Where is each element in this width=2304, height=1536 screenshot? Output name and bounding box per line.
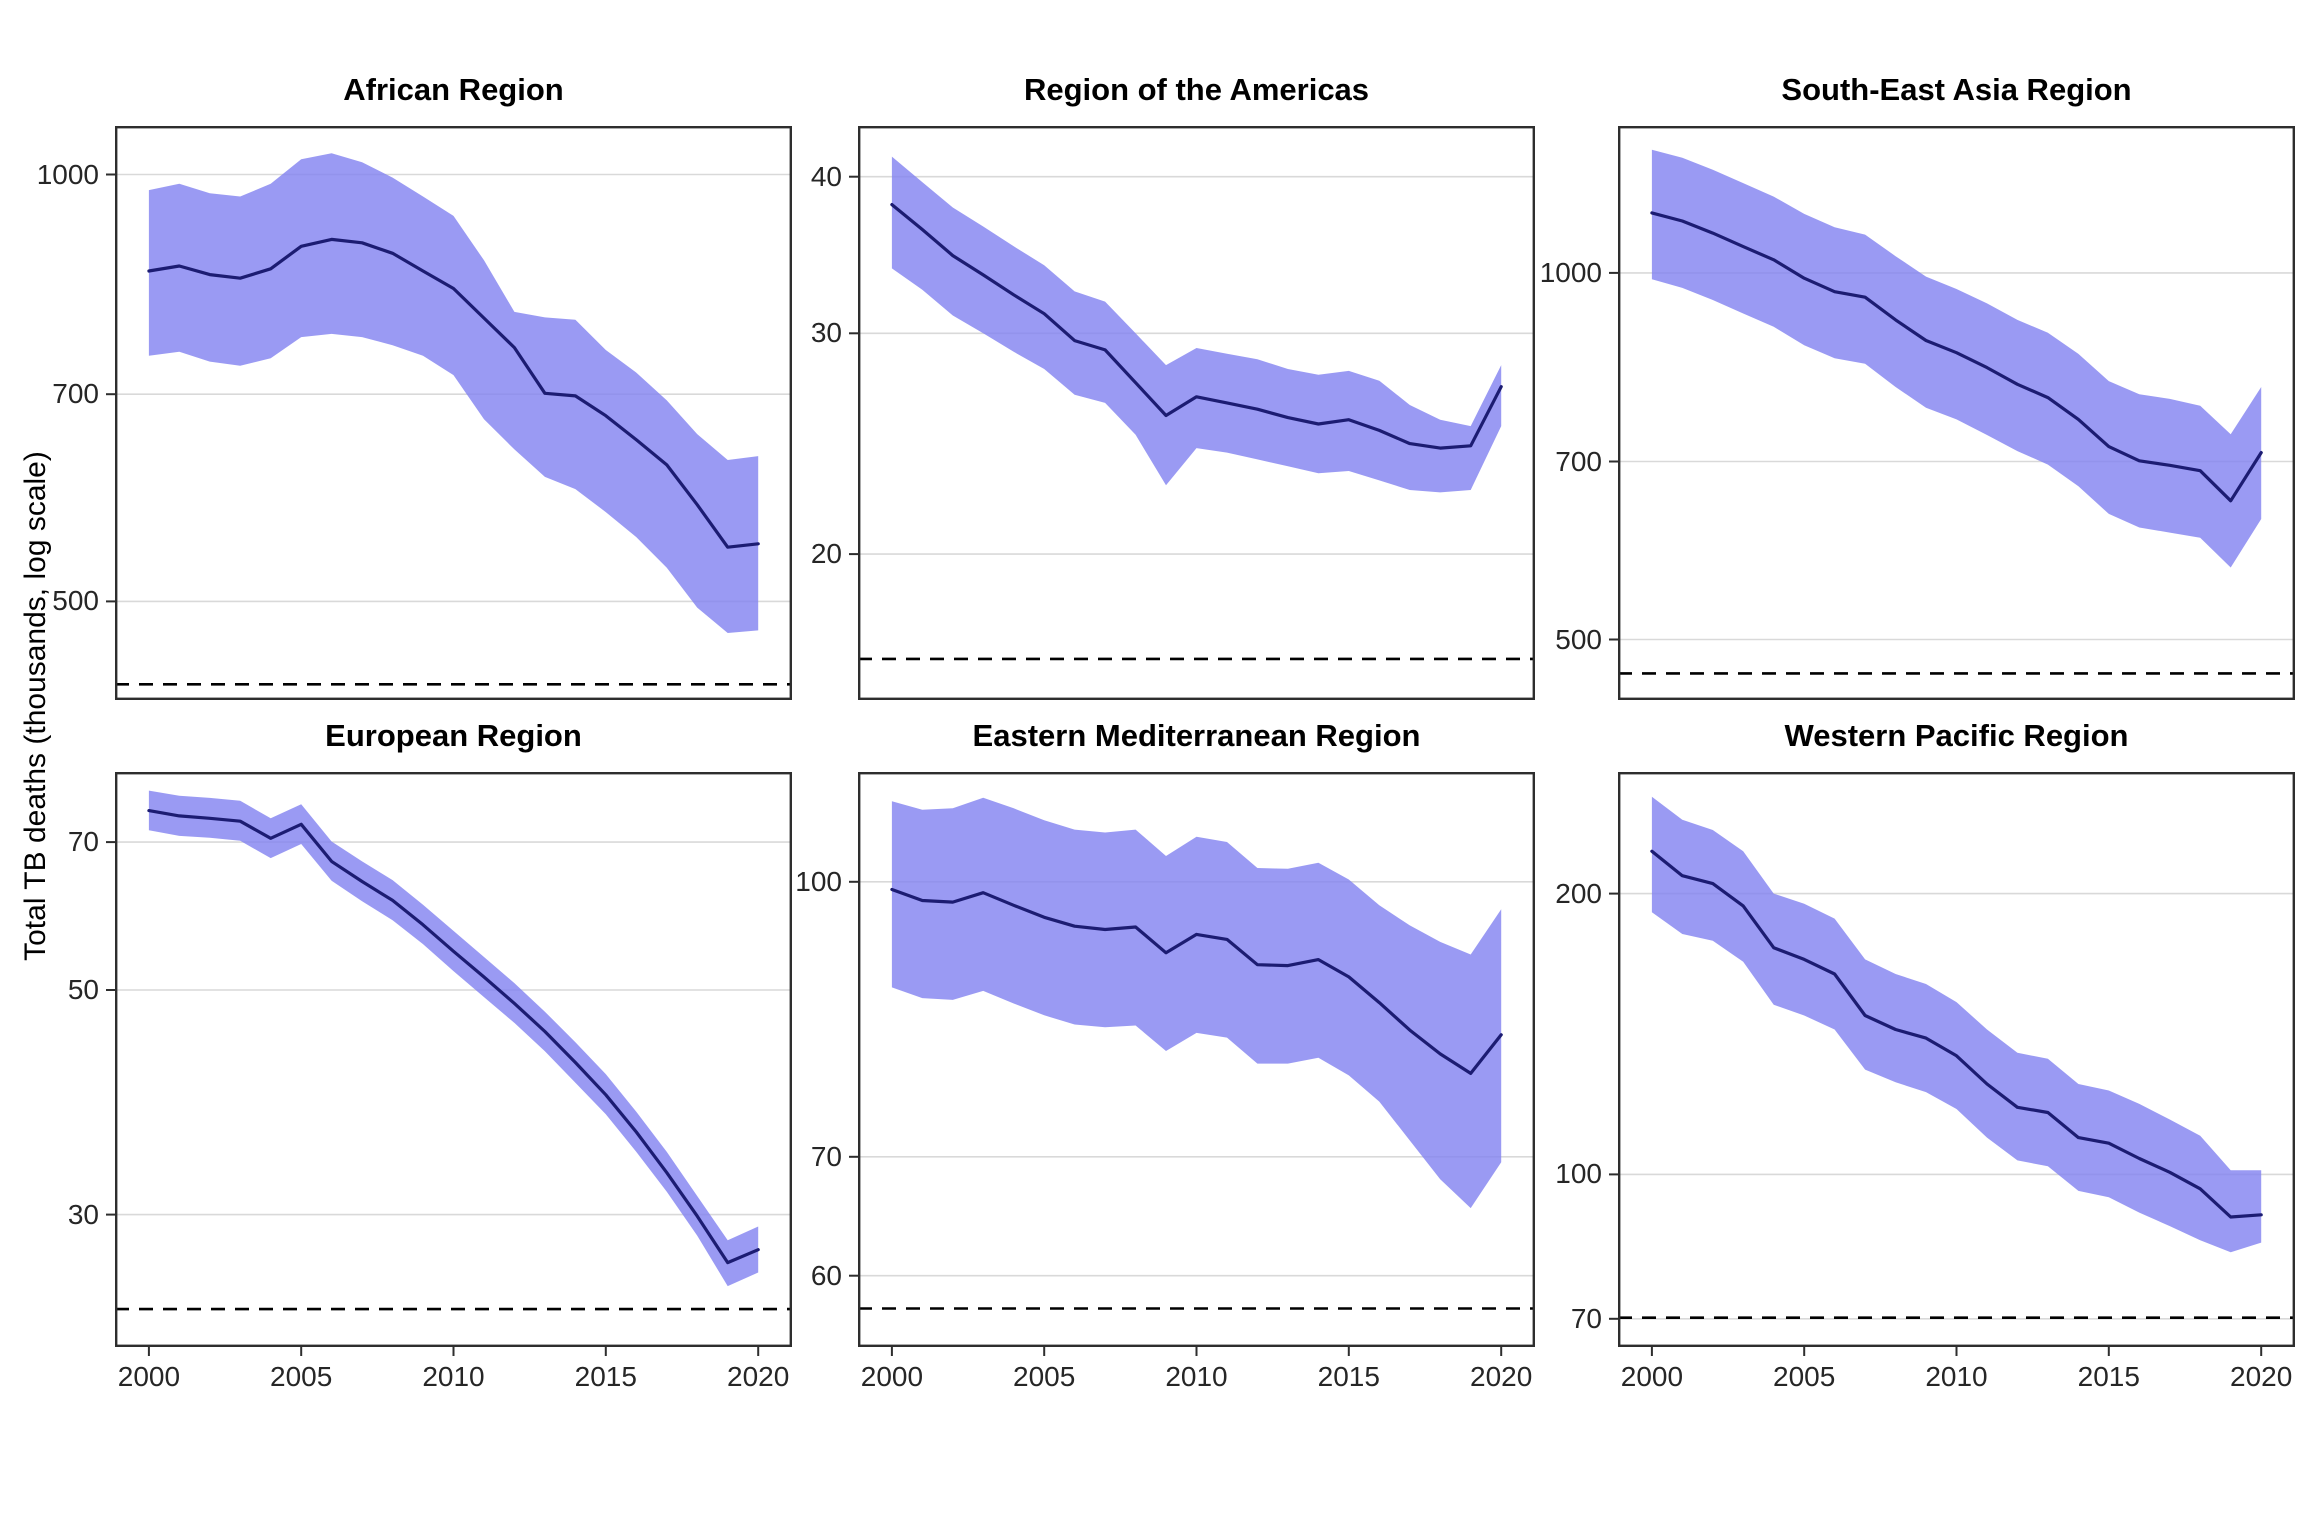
y-tick-label: 50 — [67, 974, 99, 1006]
y-tick-label: 20 — [810, 538, 842, 570]
confidence-ribbon — [1651, 149, 2262, 568]
panel-title: Region of the Americas — [1023, 72, 1370, 107]
panel-title: European Region — [325, 718, 582, 753]
y-tick-label: 70 — [1570, 1302, 1602, 1334]
y-tick-label: 500 — [1555, 623, 1602, 655]
y-tick-label: 70 — [67, 826, 99, 858]
y-tick-label: 500 — [52, 585, 99, 617]
y-tick-label: 30 — [67, 1198, 99, 1230]
panel-border — [115, 772, 792, 1347]
panel-title: African Region — [343, 72, 564, 107]
x-tick-label: 2005 — [270, 1361, 333, 1392]
trend-line — [890, 203, 1503, 450]
y-tick-label: 40 — [810, 160, 842, 192]
trend-line — [890, 887, 1503, 1075]
panel-african-region: African Region 500 700 1000 — [37, 72, 792, 700]
panel-eastern-mediterranean-region: Eastern Mediterranean Region 60 70 100 2000 2… — [795, 718, 1535, 1392]
y-tick-label: 1000 — [1539, 256, 1602, 288]
trend-line — [147, 809, 760, 1265]
x-tick-label: 2000 — [860, 1361, 924, 1392]
x-tick-label: 2020 — [2230, 1361, 2293, 1392]
plot-area — [849, 772, 1535, 1356]
y-tick-label: 700 — [1555, 445, 1602, 477]
y-tick-label: 1000 — [36, 158, 99, 190]
confidence-ribbon — [891, 797, 1502, 1209]
y-tick-label: 100 — [1555, 1158, 1602, 1190]
x-tick-label: 2010 — [1925, 1361, 1988, 1392]
panel-western-pacific-region: Western Pacific Region 70 100 200 2000 2005 20… — [1555, 718, 2295, 1392]
panel-region-of-the-americas: Region of the Americas 20 30 40 — [811, 72, 1535, 700]
x-tick-label: 2000 — [117, 1361, 181, 1392]
y-tick-label: 100 — [795, 865, 842, 897]
trend-line — [1650, 849, 2263, 1219]
trend-line — [1650, 211, 2263, 503]
confidence-ribbon — [1651, 796, 2262, 1253]
x-tick-label: 2020 — [727, 1361, 790, 1392]
panel-border — [115, 126, 792, 700]
plot-area — [1609, 772, 2295, 1356]
x-tick-label: 2010 — [422, 1361, 485, 1392]
trend-line — [147, 237, 760, 549]
plot-area — [1609, 126, 2295, 700]
y-axis-title: Total TB deaths (thousands, log scale) — [19, 451, 52, 961]
x-tick-label: 2020 — [1470, 1361, 1533, 1392]
confidence-ribbon — [891, 156, 1502, 493]
panel-border — [1618, 772, 2295, 1347]
x-tick-label: 2015 — [1317, 1361, 1380, 1392]
panel-border — [858, 772, 1535, 1347]
x-tick-label: 2015 — [2077, 1361, 2140, 1392]
plot-area — [106, 772, 792, 1356]
panel-south-east-asia-region: South-East Asia Region 500 700 1000 — [1540, 72, 2295, 700]
y-tick-label: 700 — [52, 378, 99, 410]
panel-title: South-East Asia Region — [1781, 72, 2132, 107]
confidence-ribbon — [148, 153, 759, 634]
y-tick-label: 200 — [1555, 877, 1602, 909]
y-tick-label: 30 — [810, 317, 842, 349]
confidence-ribbon — [148, 790, 759, 1287]
plot-area — [849, 126, 1535, 700]
y-tick-label: 60 — [810, 1259, 842, 1291]
x-tick-label: 2010 — [1165, 1361, 1228, 1392]
panel-border — [1618, 126, 2295, 700]
panel-border — [858, 126, 1535, 700]
x-tick-label: 2005 — [1013, 1361, 1076, 1392]
x-tick-label: 2000 — [1620, 1361, 1684, 1392]
panel-title: Western Pacific Region — [1784, 718, 2129, 753]
x-tick-label: 2005 — [1773, 1361, 1836, 1392]
panel-title: Eastern Mediterranean Region — [972, 718, 1421, 753]
plot-area — [106, 126, 792, 700]
x-tick-label: 2015 — [574, 1361, 637, 1392]
y-tick-label: 70 — [810, 1140, 842, 1172]
panel-european-region: European Region 30 50 70 2000 2005 2010 2015 202… — [68, 718, 792, 1392]
